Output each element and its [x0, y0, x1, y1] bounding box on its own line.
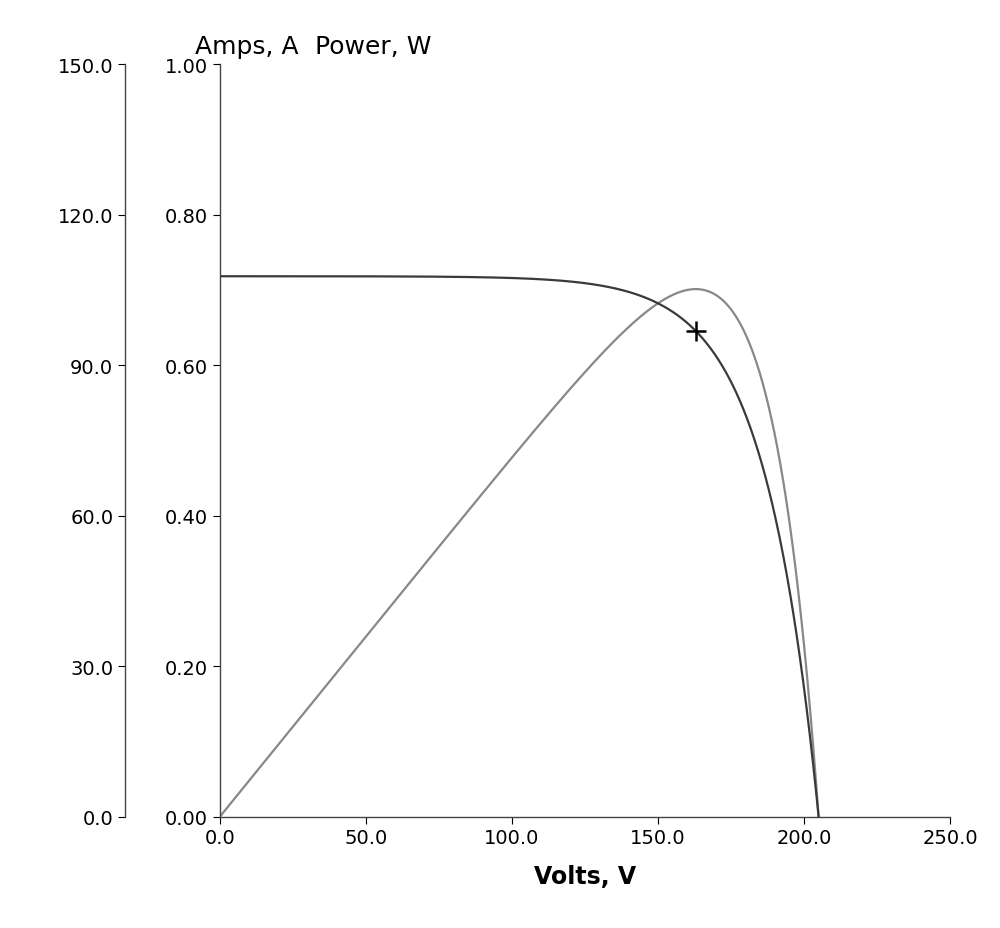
Text: Amps, A: Amps, A [195, 35, 299, 59]
Text: Power, W: Power, W [315, 35, 432, 59]
X-axis label: Volts, V: Volts, V [534, 864, 636, 888]
